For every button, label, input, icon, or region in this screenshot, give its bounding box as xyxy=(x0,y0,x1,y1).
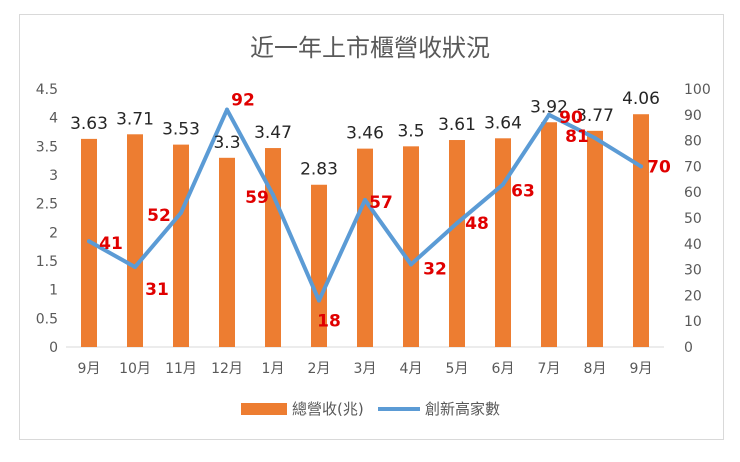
right-tick-label: 0 xyxy=(684,340,693,356)
bar-data-label: 3.3 xyxy=(213,133,240,153)
bar xyxy=(311,184,327,347)
legend: 總營收(兆) 創新高家數 xyxy=(241,400,500,418)
line-data-label: 48 xyxy=(465,214,489,234)
left-tick-label: 3.5 xyxy=(36,139,58,155)
bar-data-label: 3.47 xyxy=(254,123,292,143)
left-tick-label: 1 xyxy=(49,283,58,299)
line-point xyxy=(501,182,505,187)
bar-data-labels: 3.63 3.71 3.53 3.3 3.47 2.83 3.46 3.5 3.61 3.64 3.… xyxy=(70,89,660,180)
line-point xyxy=(639,164,643,169)
left-tick-label: 0 xyxy=(49,340,58,356)
x-tick-label: 5月 xyxy=(446,361,469,377)
bar-data-label: 3.63 xyxy=(70,114,108,134)
right-tick-label: 20 xyxy=(684,288,702,304)
x-tick-label: 10月 xyxy=(119,361,151,377)
line-data-label: 31 xyxy=(145,280,169,300)
right-tick-label: 40 xyxy=(684,237,702,253)
line-point xyxy=(179,210,183,215)
right-tick-label: 100 xyxy=(684,82,711,98)
legend-swatch-bar xyxy=(241,403,287,415)
x-tick-label: 3月 xyxy=(354,361,377,377)
line-point xyxy=(317,298,321,303)
bar xyxy=(265,148,281,347)
legend-label-bar: 總營收(兆) xyxy=(292,400,364,418)
line-data-label: 70 xyxy=(647,157,671,177)
bar-data-label: 3.53 xyxy=(162,120,200,140)
line-point xyxy=(547,112,551,117)
left-tick-label: 2.5 xyxy=(36,197,58,213)
left-tick-label: 4 xyxy=(49,111,58,127)
bar xyxy=(127,134,143,347)
left-tick-label: 0.5 xyxy=(36,311,58,327)
chart-title: 近一年上市櫃營收狀況 xyxy=(250,34,490,62)
bar xyxy=(449,140,465,347)
line-point xyxy=(87,239,91,244)
x-axis: 9月 10月 11月 12月 1月 2月 3月 4月 5月 6月 7月 8月 9月 xyxy=(66,346,664,377)
line-data-label: 59 xyxy=(245,188,269,208)
line-data-label: 52 xyxy=(147,206,171,226)
bar-data-label: 3.77 xyxy=(576,106,614,126)
line-data-label: 32 xyxy=(423,259,447,279)
bar xyxy=(173,144,189,347)
x-tick-label: 6月 xyxy=(492,361,515,377)
line-series xyxy=(87,107,643,303)
bar-data-label: 3.92 xyxy=(530,97,568,117)
bar-data-label: 3.61 xyxy=(438,115,476,135)
line-data-label: 90 xyxy=(559,108,583,128)
right-tick-label: 50 xyxy=(684,211,702,227)
line-point xyxy=(363,197,367,202)
x-tick-label: 4月 xyxy=(400,361,423,377)
x-tick-label: 9月 xyxy=(630,361,653,377)
bar xyxy=(357,148,373,347)
line-point xyxy=(409,262,413,267)
x-tick-label: 11月 xyxy=(165,361,197,377)
bar xyxy=(587,130,603,347)
right-tick-label: 70 xyxy=(684,159,702,175)
left-tick-label: 2 xyxy=(49,225,58,241)
right-tick-label: 90 xyxy=(684,108,702,124)
bar-series xyxy=(81,114,649,348)
x-tick-label: 9月 xyxy=(78,361,101,377)
bar xyxy=(219,157,235,347)
x-tick-label: 8月 xyxy=(584,361,607,377)
left-tick-label: 3 xyxy=(49,168,58,184)
line-point xyxy=(455,221,459,226)
bar xyxy=(495,138,511,347)
line-point xyxy=(271,192,275,197)
x-tick-label: 2月 xyxy=(308,361,331,377)
left-axis: 0 0.5 1 1.5 2 2.5 3 3.5 4 4.5 xyxy=(36,82,58,356)
bar-data-label: 3.46 xyxy=(346,124,384,144)
right-tick-label: 60 xyxy=(684,185,702,201)
bar-data-label: 3.71 xyxy=(116,109,154,129)
right-tick-label: 80 xyxy=(684,134,702,150)
line-data-label: 18 xyxy=(317,312,341,332)
line-data-label: 81 xyxy=(565,127,589,147)
bar xyxy=(633,114,649,347)
x-tick-label: 12月 xyxy=(211,361,243,377)
line-point xyxy=(133,265,137,270)
bar-data-label: 2.83 xyxy=(300,160,338,180)
line-data-label: 57 xyxy=(369,193,393,213)
x-tick-label: 7月 xyxy=(538,361,561,377)
bar xyxy=(541,122,557,348)
left-tick-label: 1.5 xyxy=(36,254,58,270)
line-point xyxy=(225,107,229,112)
right-tick-label: 30 xyxy=(684,263,702,279)
bar xyxy=(403,146,419,347)
line-data-label: 92 xyxy=(231,91,255,111)
bar-data-label: 3.64 xyxy=(484,113,522,133)
x-tick-label: 1月 xyxy=(262,361,285,377)
bar-data-label: 4.06 xyxy=(622,89,660,109)
line-point xyxy=(593,136,597,141)
right-axis: 0 10 20 30 40 50 60 70 80 90 100 xyxy=(684,82,711,356)
line-data-label: 63 xyxy=(511,181,535,201)
line-data-label: 41 xyxy=(99,234,123,254)
legend-label-line: 創新高家數 xyxy=(425,400,500,418)
right-tick-label: 10 xyxy=(684,314,702,330)
bar-data-label: 3.5 xyxy=(397,121,424,141)
left-tick-label: 4.5 xyxy=(36,82,58,98)
